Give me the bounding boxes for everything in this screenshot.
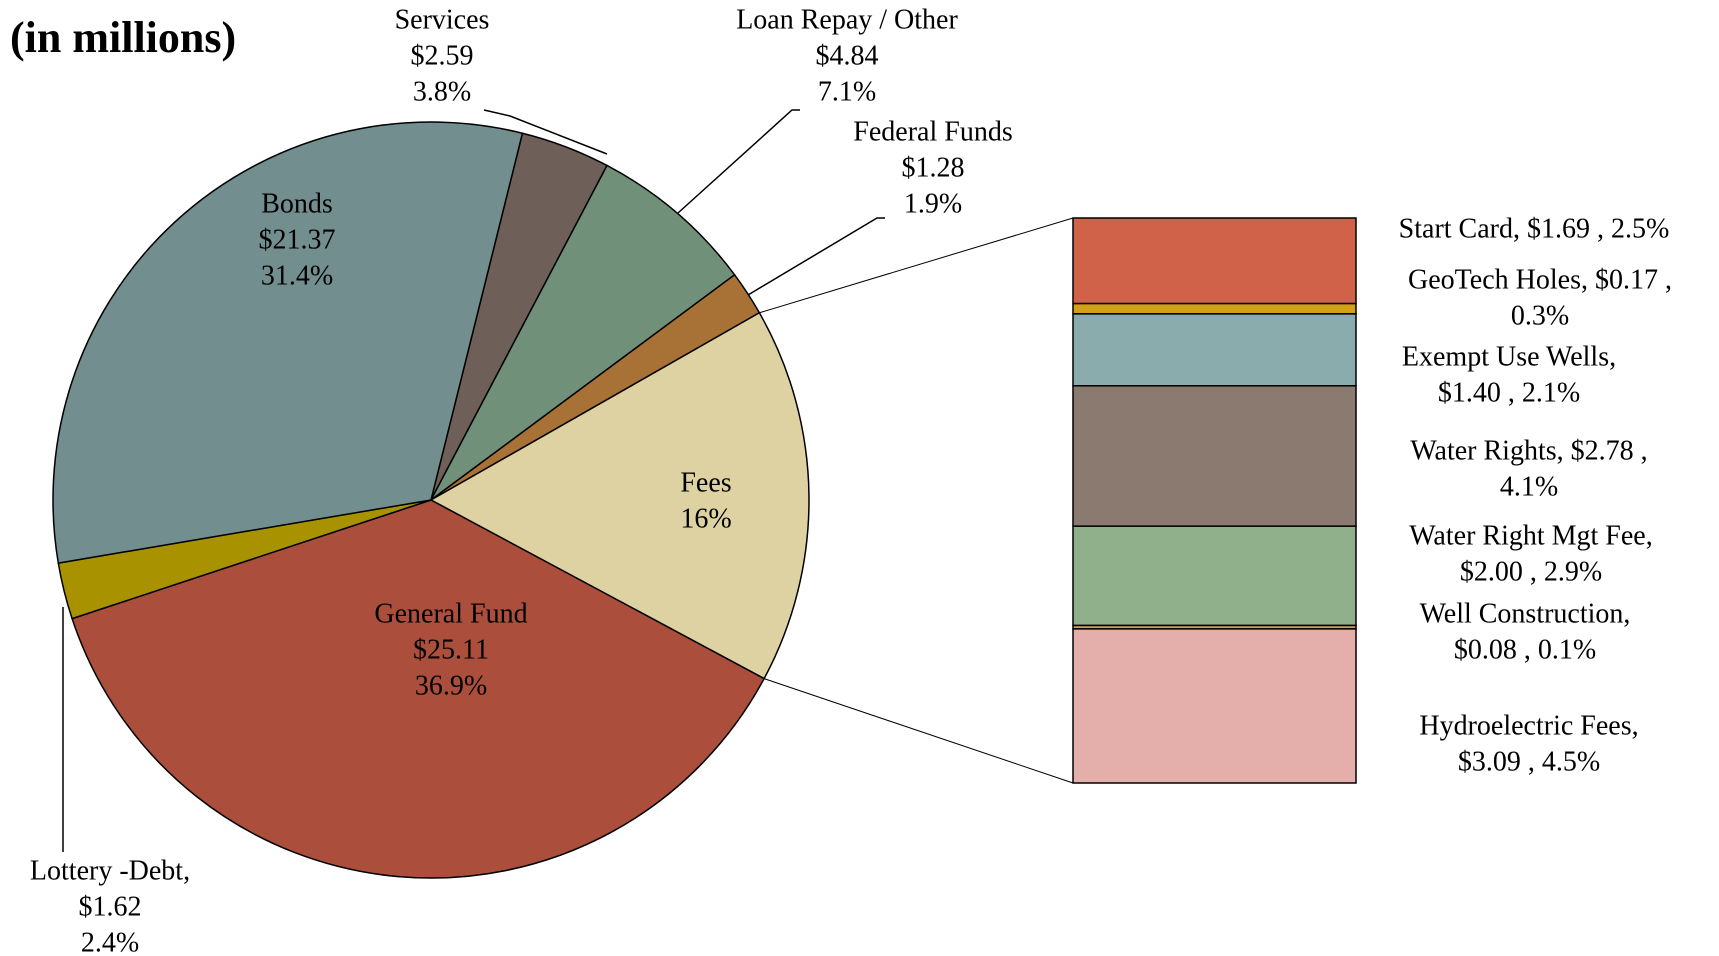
pie-slice [71,499,766,879]
slice-value-label: $1.28 [902,152,965,183]
bar-label: Well Construction, [1420,598,1631,629]
slice-label: Fees [680,467,731,498]
bar-segment [1072,628,1357,784]
slice-value-label: 36.9% [415,670,487,701]
bar-label: Hydroelectric Fees, [1419,710,1638,741]
leader-line [483,109,608,155]
slice-value-label: $25.11 [413,634,489,665]
bar-label: GeoTech Holes, $0.17 , [1408,264,1672,295]
slice-label: Services [395,4,490,35]
slice-value-label: 1.9% [904,188,962,219]
pie-slice [430,164,736,501]
slice-label: Lottery -Debt, [30,855,190,886]
leader-line [747,217,885,296]
pie-slice [429,311,810,680]
bar-segment [1072,385,1357,527]
slice-value-label: $1.62 [79,891,142,922]
slice-value-label: 3.8% [413,76,471,107]
slice-value-label: $21.37 [259,224,336,255]
slice-value-label: $2.59 [411,40,474,71]
slice-label: Federal Funds [853,116,1012,147]
bar-label: 4.1% [1500,471,1558,502]
slice-value-label: 16% [680,503,731,534]
connector-line [759,217,1074,314]
slice-label: Loan Repay / Other [736,4,958,35]
slice-label: General Fund [374,598,527,629]
bar-segment [1072,525,1357,627]
bar-label: $1.40 , 2.1% [1438,377,1580,408]
bar-label: $0.08 , 0.1% [1454,634,1596,665]
bar-segment [1072,313,1357,387]
pie-slice [52,121,524,564]
bar-label: Start Card, $1.69 , 2.5% [1399,213,1670,244]
bar-label: $2.00 , 2.9% [1460,556,1602,587]
leader-line [677,109,800,214]
bar-segment [1072,217,1357,305]
bar-label: $3.09 , 4.5% [1458,746,1600,777]
bar-label: 0.3% [1511,300,1569,331]
bar-label: Water Right Mgt Fee, [1409,520,1652,551]
bar-label: Exempt Use Wells, [1402,341,1616,372]
slice-value-label: 31.4% [261,260,333,291]
bar-segment [1072,302,1357,315]
bar-label: Water Rights, $2.78 , [1410,435,1647,466]
slice-label: Bonds [261,188,333,219]
slice-value-label: 7.1% [818,76,876,107]
slice-value-label: $4.84 [816,40,879,71]
slice-value-label: 2.4% [81,927,139,956]
chart-title: (in millions) [10,13,236,62]
connector-line [763,678,1074,784]
